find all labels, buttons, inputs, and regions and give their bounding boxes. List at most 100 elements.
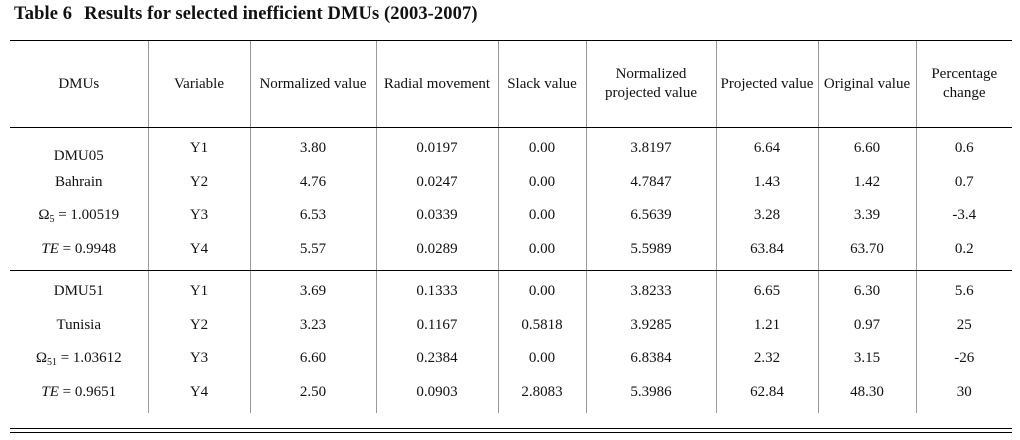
results-table: DMUs Variable Normalized value Radial mo… [10, 41, 1012, 413]
radial-movement-cell: 0.0247 [376, 165, 499, 199]
te-label: TE [41, 240, 59, 257]
original-value-cell: 3.39 [818, 199, 917, 233]
projected-value-cell: 1.21 [716, 308, 819, 342]
projected-value-cell: 1.43 [716, 165, 819, 199]
te-cell: TE = 0.9948 [10, 232, 149, 271]
dmu-id: DMU51 [10, 270, 149, 309]
normalized-projected-value-cell: 5.3986 [586, 375, 717, 413]
normalized-projected-value-cell: 3.8197 [586, 127, 717, 166]
te-value: = 0.9948 [58, 240, 117, 257]
omega-symbol: Ω [35, 350, 47, 367]
table-caption: Table 6 Results for selected inefficient … [14, 4, 478, 25]
percentage-change-cell: 30 [956, 383, 972, 400]
header-row: DMUs Variable Normalized value Radial mo… [10, 41, 1012, 128]
original-value-cell: 6.60 [818, 127, 917, 166]
slack-value-cell: 0.00 [498, 165, 587, 199]
projected-value-cell: 6.64 [716, 127, 819, 166]
radial-movement-cell: 0.0289 [376, 232, 499, 271]
original-value-cell: 48.30 [818, 375, 917, 413]
variable-cell: Y4 [148, 375, 251, 413]
percentage-change-cell: 5.6 [954, 283, 974, 300]
te-value: = 0.9651 [58, 383, 117, 400]
header-projected-value: Projected value [716, 41, 819, 128]
header-variable: Variable [148, 41, 251, 128]
radial-movement-cell: 0.0339 [376, 199, 499, 233]
percentage-change-cell: 0.6 [954, 140, 974, 157]
omega-symbol: Ω [38, 207, 50, 224]
projected-value-cell: 6.65 [716, 270, 819, 309]
table-row: DMU51 Y1 3.69 0.1333 0.00 3.8233 6.65 6.… [10, 270, 1012, 309]
variable-cell: Y2 [148, 165, 251, 199]
variable-cell: Y2 [148, 308, 251, 342]
radial-movement-cell: 0.0197 [376, 127, 499, 166]
projected-value-cell: 62.84 [716, 375, 819, 413]
variable-cell: Y3 [148, 342, 251, 376]
header-original-value: Original value [818, 41, 917, 128]
variable-cell: Y3 [148, 199, 251, 233]
normalized-value-cell: 2.50 [250, 375, 377, 413]
normalized-projected-value-cell: 3.9285 [586, 308, 717, 342]
normalized-projected-value-cell: 6.5639 [586, 199, 717, 233]
normalized-value-cell: 3.69 [250, 270, 377, 309]
header-slack-value: Slack value [498, 41, 587, 128]
percentage-change-cell: 25 [956, 316, 972, 333]
dmu-country: Tunisia [10, 308, 149, 342]
projected-value-cell: 63.84 [716, 232, 819, 271]
slack-value-cell: 2.8083 [498, 375, 587, 413]
normalized-value-cell: 6.60 [250, 342, 377, 376]
omega-value: = 1.03612 [56, 350, 122, 367]
table-row: Ω51 = 1.03612 Y3 6.60 0.2384 0.00 6.8384… [10, 342, 1012, 376]
bottom-rule-double [10, 432, 1012, 434]
normalized-projected-value-cell: 6.8384 [586, 342, 717, 376]
original-value-cell: 0.97 [818, 308, 917, 342]
percentage-change-cell: 0.7 [954, 173, 974, 190]
original-value-cell: 3.15 [818, 342, 917, 376]
te-label: TE [41, 383, 59, 400]
table-row: Tunisia Y2 3.23 0.1167 0.5818 3.9285 1.2… [10, 308, 1012, 342]
slack-value-cell: 0.00 [498, 342, 587, 376]
normalized-value-cell: 5.57 [250, 232, 377, 271]
normalized-value-cell: 3.23 [250, 308, 377, 342]
te-cell: TE = 0.9651 [10, 375, 149, 413]
table-row: TE = 0.9948 Y4 5.57 0.0289 0.00 5.5989 6… [10, 232, 1012, 271]
header-dmus: DMUs [10, 41, 149, 128]
radial-movement-cell: 0.1167 [376, 308, 499, 342]
top-rule [10, 40, 1012, 42]
percentage-change-cell: -26 [954, 350, 975, 367]
slack-value-cell: 0.00 [498, 232, 587, 271]
percentage-change-cell: -3.4 [952, 207, 977, 224]
header-normalized-value: Normalized value [250, 41, 377, 128]
dmu-country: Bahrain [10, 165, 149, 199]
normalized-value-cell: 4.76 [250, 165, 377, 199]
omega-subscript: 5 [49, 214, 55, 226]
radial-movement-cell: 0.0903 [376, 375, 499, 413]
radial-movement-cell: 0.1333 [376, 270, 499, 309]
projected-value-cell: 2.32 [716, 342, 819, 376]
variable-cell: Y4 [148, 232, 251, 271]
variable-cell: Y1 [148, 127, 251, 166]
table-row: Bahrain Y2 4.76 0.0247 0.00 4.7847 1.43 … [10, 165, 1012, 199]
slack-value-cell: 0.00 [498, 127, 587, 166]
normalized-projected-value-cell: 4.7847 [586, 165, 717, 199]
original-value-cell: 6.30 [818, 270, 917, 309]
radial-movement-cell: 0.2384 [376, 342, 499, 376]
table-row: TE = 0.9651 Y4 2.50 0.0903 2.8083 5.3986… [10, 375, 1012, 413]
omega-subscript: 51 [46, 357, 57, 369]
normalized-projected-value-cell: 3.8233 [586, 270, 717, 309]
normalized-value-cell: 6.53 [250, 199, 377, 233]
table-row: DMU05 Y1 3.80 0.0197 0.00 3.8197 6.64 6.… [10, 127, 1012, 166]
header-percentage-change: Percentage change [916, 41, 1012, 128]
normalized-projected-value-cell: 5.5989 [586, 232, 717, 271]
header-radial-movement: Radial movement [376, 41, 499, 128]
normalized-value-cell: 3.80 [250, 127, 377, 166]
slack-value-cell: 0.00 [498, 199, 587, 233]
percentage-change-cell: 0.2 [916, 232, 1012, 271]
original-value-cell: 63.70 [818, 232, 917, 271]
projected-value-cell: 3.28 [716, 199, 819, 233]
original-value-cell: 1.42 [818, 165, 917, 199]
omega-cell: Ω5 = 1.00519 [10, 199, 149, 233]
table-row: Ω5 = 1.00519 Y3 6.53 0.0339 0.00 6.5639 … [10, 199, 1012, 233]
table-number: Table 6 [14, 4, 73, 24]
table-title: Results for selected inefficient DMUs (2… [84, 4, 478, 24]
omega-cell: Ω51 = 1.03612 [10, 342, 149, 376]
